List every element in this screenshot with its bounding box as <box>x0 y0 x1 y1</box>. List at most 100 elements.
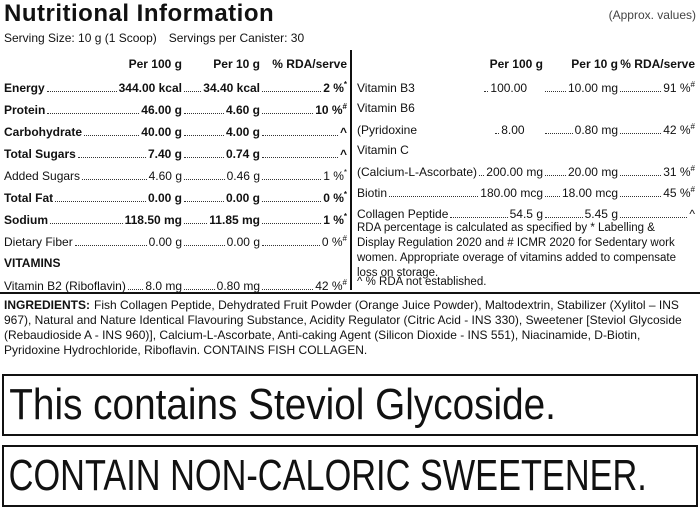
per-100g: 4.60 g <box>148 169 182 183</box>
nutrient-name: Sodium <box>4 213 48 227</box>
leader <box>184 146 224 158</box>
rda-reference: * <box>343 168 347 177</box>
cell: Energy 344.00 kcal <box>4 80 182 96</box>
leader <box>262 124 338 136</box>
footnote: RDA percentage is calculated as specifie… <box>357 222 676 279</box>
nutrient-name: (Pyridoxine Hydrochloride) <box>357 123 418 137</box>
rda-value: 2 %* <box>323 80 347 96</box>
nutrient-row: Total Fat 0.00 g 0.00 g 0 %* <box>4 190 347 206</box>
rda-note: ^ % RDA not established. <box>357 276 487 288</box>
leader <box>262 190 322 202</box>
nutrient-name: Vitamin B3 (Niacinamide) <box>357 81 415 95</box>
warning-box: This contains Steviol Glycoside. <box>2 374 698 436</box>
leader <box>620 80 662 92</box>
title: Nutritional Information <box>4 0 275 27</box>
nutrient-row: Protein 46.00 g 4.60 g 10 %# <box>4 102 347 118</box>
nutrient-row: (Pyridoxine Hydrochloride) 8.00 mg 0.80 mg… <box>357 122 695 138</box>
cell: 4.60 g <box>182 102 260 118</box>
nutrient-name: Dietary Fiber <box>4 235 73 249</box>
nutrient-row: Carbohydrate 40.00 g 4.00 g ^ <box>4 124 347 140</box>
cell: 34.40 kcal <box>182 80 260 96</box>
rda-text: ^ <box>339 147 347 161</box>
per-10g: 34.40 kcal <box>203 81 260 95</box>
rda-reference: # <box>690 185 695 194</box>
nutrient-row: Total Sugars 7.40 g 0.74 g ^ <box>4 146 347 162</box>
per-100g: 0.00 g <box>147 191 182 205</box>
serving-size: Serving Size: 10 g (1 Scoop) <box>4 31 157 45</box>
cell: Dietary Fiber 0.00 g <box>4 234 182 250</box>
cell: 91 %# <box>618 80 695 96</box>
leader <box>184 80 202 92</box>
rda-text: 42 % <box>315 279 343 293</box>
cell: 0.80 mg <box>182 278 260 294</box>
per-100g: 54.5 g <box>509 207 543 221</box>
rda-reference: # <box>690 164 695 173</box>
nutrient-name: Biotin <box>357 186 388 200</box>
per-100g: 8.0 mg <box>145 279 182 293</box>
nutrient-row: (Calcium-L-Ascorbate) 200.00 mg 20.00 mg 31… <box>357 164 695 180</box>
per-10g: 11.85 mg <box>209 213 260 227</box>
rda-reference: # <box>690 122 695 131</box>
leader <box>620 206 688 218</box>
leader <box>484 80 489 92</box>
per-10g: 4.00 g <box>225 125 260 139</box>
per-10g: 18.00 mcg <box>561 186 618 200</box>
per-100g: 118.50 mg <box>124 213 182 227</box>
leader <box>262 234 320 246</box>
per-100g: 200.00 mg <box>486 165 543 179</box>
ingredients-text: Fish Collagen Peptide, Dehydrated Fruit … <box>4 298 682 357</box>
warning-box: CONTAIN NON-CALORIC SWEETENER. <box>2 445 698 507</box>
rda-value: 45 %# <box>663 185 695 201</box>
per-10g: 0.74 g <box>225 147 260 161</box>
cell: 1 %* <box>260 168 347 184</box>
cell: 0.80 mg <box>543 122 618 138</box>
nutrient-row: Vitamin B2 (Riboflavin) 8.0 mg 0.80 mg 42 %… <box>4 278 347 294</box>
cell: Biotin 180.00 mcg <box>357 185 543 201</box>
per-10g: 0.80 mg <box>216 279 260 293</box>
per-10g: 0.00 g <box>226 235 260 249</box>
column-label: Per 10 g <box>571 57 618 71</box>
leader <box>184 234 225 246</box>
per-100g: 100.00 mg <box>490 81 528 95</box>
rda-reference: * <box>343 212 347 221</box>
rda-text: 42 % <box>663 123 691 137</box>
cell: 42 %# <box>260 278 347 294</box>
nutrient-name: (Calcium-L-Ascorbate) <box>357 165 478 179</box>
leader <box>545 122 573 134</box>
cell: 0.74 g <box>182 146 260 162</box>
cell: 18.00 mcg <box>543 185 618 201</box>
leader <box>545 80 566 92</box>
per-10g: 5.45 g <box>584 207 618 221</box>
rda-value: 31 %# <box>663 164 695 180</box>
column-divider <box>350 50 352 290</box>
leader <box>545 164 566 176</box>
rda-text: 1 % <box>323 169 344 183</box>
leader <box>74 234 147 246</box>
per-100g: 46.00 g <box>141 103 182 117</box>
column-label: % RDA/serve <box>620 57 695 71</box>
column-label: Per 100 g <box>128 57 182 71</box>
rda-value: 0 %# <box>322 234 347 250</box>
leader <box>262 80 322 92</box>
per-10g: 0.80 mg <box>574 123 618 137</box>
cell: 2 %* <box>260 80 347 96</box>
nutrient-name: Protein <box>4 103 46 117</box>
nutrient-name: Carbohydrate <box>4 125 83 139</box>
cell: 0 %* <box>260 190 347 206</box>
servings-per-pack: Servings per Canister: 30 <box>168 31 305 45</box>
cell: Vitamin B3 (Niacinamide) 100.00 mg <box>357 80 543 96</box>
leader <box>184 190 224 202</box>
per-100g: 40.00 g <box>141 125 182 139</box>
rda-reference: # <box>342 278 347 287</box>
rda-text: ^ <box>689 207 695 221</box>
leader <box>184 102 224 114</box>
cell: 4.00 g <box>182 124 260 140</box>
rda-text: 10 % <box>315 103 343 117</box>
cell: Total Fat 0.00 g <box>4 190 182 206</box>
rda-value: 10 %# <box>315 102 347 118</box>
rda-text: ^ <box>339 125 347 139</box>
leader <box>620 122 662 134</box>
cell: 0.00 g <box>182 190 260 206</box>
row-heading: Vitamin C <box>357 143 409 157</box>
rda-value: 42 %# <box>663 122 695 138</box>
